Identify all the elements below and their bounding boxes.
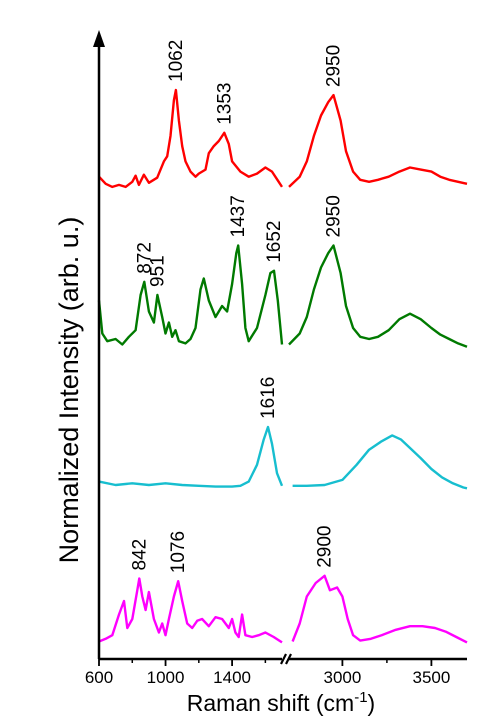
peak-label: 1076 — [168, 531, 189, 573]
x-axis-title-superscript: -1 — [354, 689, 367, 706]
axes: 600 1000 1400 3000 3500 — [85, 30, 467, 687]
peak-label: 1437 — [228, 195, 249, 237]
x-ticks: 600 1000 1400 3000 3500 — [85, 659, 450, 687]
x-tick-label: 1000 — [147, 668, 185, 687]
spectrum-series-3-segment-2 — [292, 434, 468, 490]
peak-label: 1062 — [166, 40, 187, 82]
peak-label: 1652 — [264, 221, 285, 263]
spectrum-series-4-segment-1 — [98, 577, 283, 644]
x-tick-label: 3000 — [323, 668, 361, 687]
spectrum-series-1-segment-2 — [288, 93, 468, 188]
spectra-series-layer — [97, 88, 468, 644]
spectrum-series-4-segment-2 — [291, 574, 468, 644]
spectrum-series-3-segment-1 — [98, 425, 284, 488]
x-axis-title-main: Raman shift (cm — [187, 690, 354, 716]
spectrum-series-1-segment-1 — [98, 88, 284, 189]
peak-label: 872 — [134, 242, 155, 274]
axis-break-mark-icon — [280, 653, 292, 665]
peak-label: 842 — [129, 539, 150, 571]
peak-label: 2900 — [315, 526, 336, 568]
peak-label: 1616 — [258, 377, 279, 419]
peak-label: 1353 — [214, 83, 235, 125]
peak-label: 2950 — [324, 45, 345, 87]
spectrum-series-2-segment-2 — [288, 244, 468, 348]
x-axis-title: Raman shift (cm-1) — [187, 689, 375, 716]
x-axis-title-close: ) — [368, 690, 376, 716]
spectrum-series-2-segment-1 — [97, 244, 284, 346]
peak-label: 951 — [147, 255, 168, 287]
y-axis-arrow-icon — [93, 30, 105, 47]
peak-label: 2950 — [324, 195, 345, 237]
x-tick-label: 1400 — [213, 668, 251, 687]
y-axis-title: Normalized Intensity (arb. u.) — [54, 217, 84, 564]
x-tick-label: 3500 — [412, 668, 450, 687]
x-tick-label: 600 — [85, 668, 113, 687]
